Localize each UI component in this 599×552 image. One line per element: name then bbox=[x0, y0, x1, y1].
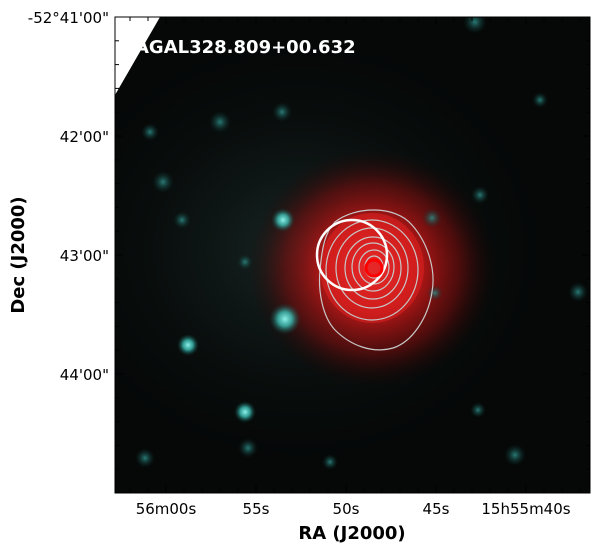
star bbox=[234, 401, 256, 423]
y-tick-label: 44'00" bbox=[60, 366, 109, 384]
contour bbox=[325, 219, 419, 321]
star bbox=[568, 282, 588, 302]
x-tick-label: 55s bbox=[243, 500, 270, 518]
blank-corner bbox=[115, 17, 160, 95]
star bbox=[471, 186, 489, 204]
star bbox=[532, 92, 548, 108]
y-tick-label: 43'00" bbox=[60, 247, 109, 265]
y-axis-title: Dec (J2000) bbox=[8, 196, 29, 313]
y-tick-label: 42'00" bbox=[60, 128, 109, 146]
axis-ticks bbox=[115, 16, 590, 494]
star bbox=[238, 438, 258, 458]
x-tick-label: 15h55m40s bbox=[481, 500, 570, 518]
star bbox=[422, 208, 442, 228]
star bbox=[141, 123, 159, 141]
star bbox=[237, 254, 253, 270]
star bbox=[177, 334, 199, 356]
contour bbox=[351, 242, 395, 292]
star-bright bbox=[269, 303, 301, 335]
star bbox=[322, 454, 338, 470]
star bbox=[209, 111, 231, 133]
x-axis-title: RA (J2000) bbox=[298, 523, 405, 544]
star bbox=[463, 17, 487, 34]
star bbox=[470, 402, 486, 418]
contour bbox=[335, 227, 409, 309]
star bbox=[135, 448, 155, 468]
x-tick-label: 56m00s bbox=[136, 500, 197, 518]
contour bbox=[358, 249, 390, 285]
y-tick-label: -52°41'00" bbox=[28, 9, 109, 27]
source-name-label: AGAL328.809+00.632 bbox=[135, 37, 356, 58]
image-panel bbox=[115, 17, 590, 493]
x-tick-label: 45s bbox=[423, 500, 450, 518]
x-tick-label: 50s bbox=[333, 500, 360, 518]
star bbox=[504, 444, 526, 466]
star bbox=[272, 102, 292, 122]
star bbox=[271, 208, 295, 232]
star bbox=[427, 285, 443, 301]
large-aperture-circle bbox=[315, 218, 389, 292]
star bbox=[152, 171, 174, 193]
star bbox=[173, 211, 191, 229]
small-position-marker bbox=[364, 258, 384, 278]
stars bbox=[135, 17, 588, 470]
contour bbox=[344, 236, 402, 300]
